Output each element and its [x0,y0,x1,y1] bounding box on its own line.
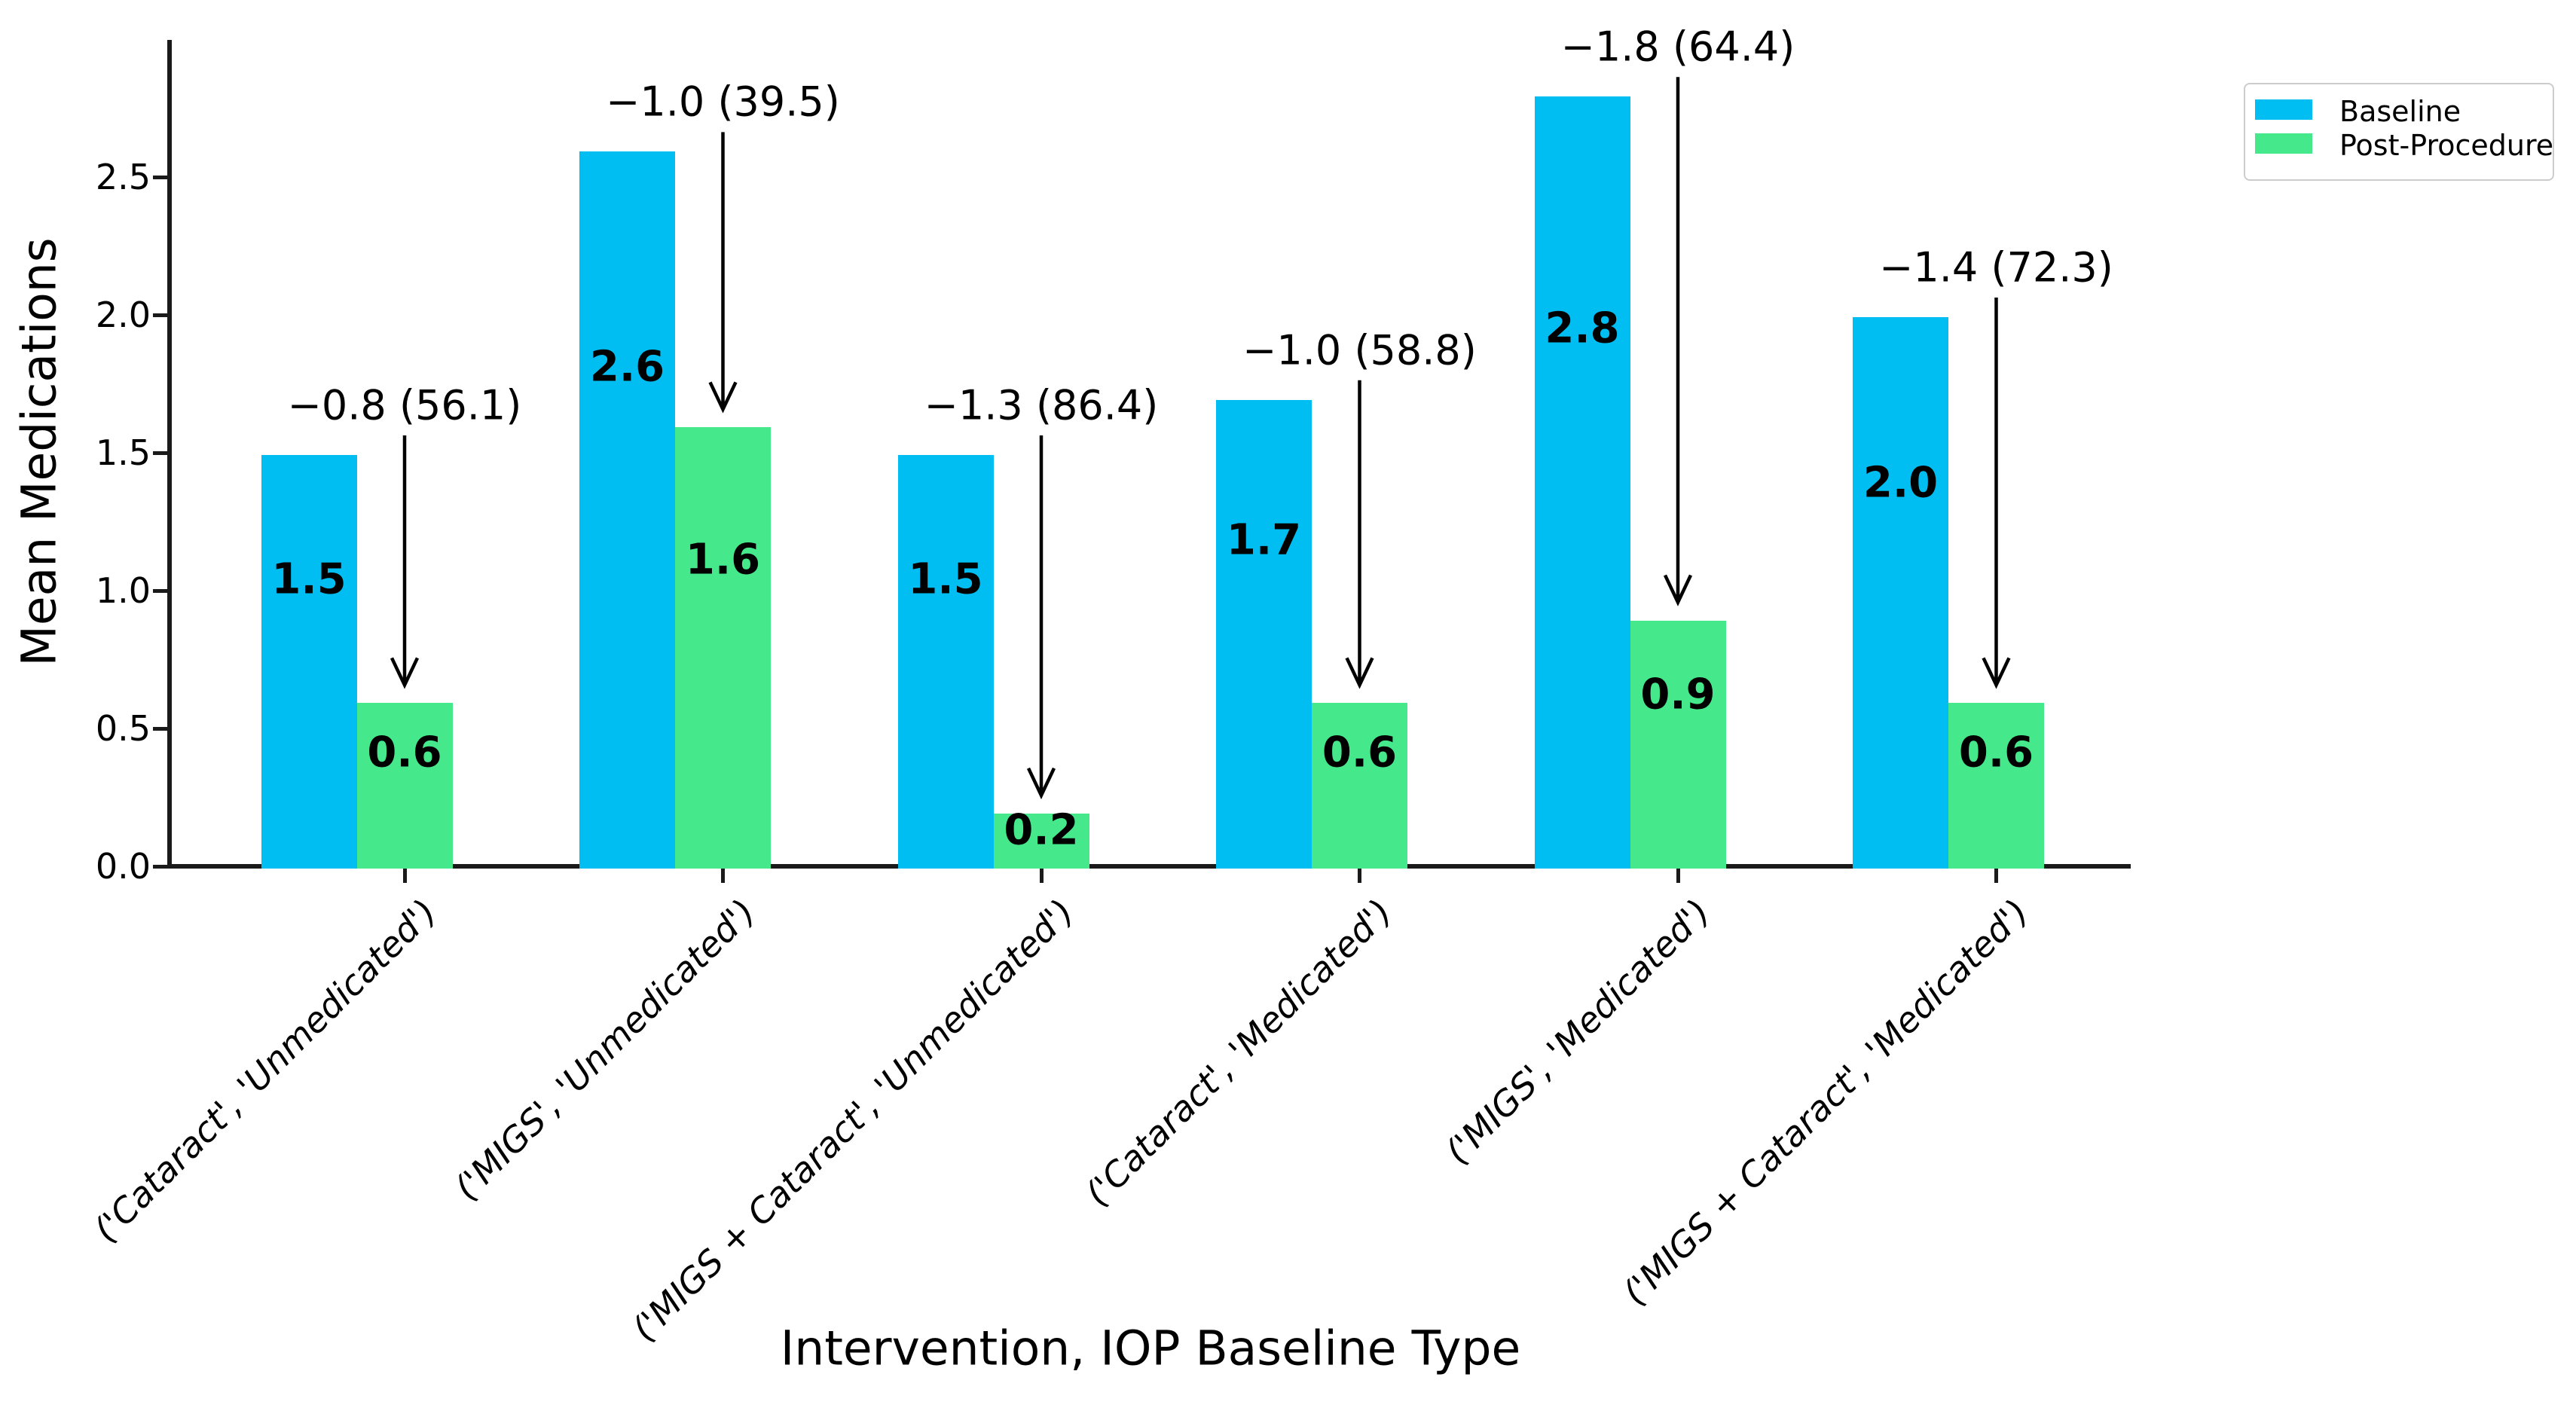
baseline-bar-value-label: 2.0 [1862,458,1939,508]
post-procedure-bar [993,813,1089,869]
x-tick-label-text: ('MIGS', 'Medicated') [1437,891,1719,1172]
x-tick-label: ('MIGS + Cataract', 'Medicated') [1452,891,2037,1313]
y-tick [153,175,167,179]
baseline-bar-value-label: 1.5 [908,554,983,604]
y-tick-label: 0.0 [95,846,151,887]
annotation-arrow [708,132,738,414]
y-tick [153,588,167,593]
baseline-bar-value-label: 1.7 [1226,515,1302,565]
annotation-label: −1.3 (86.4) [924,381,1159,429]
y-tick [153,726,167,731]
legend-label-baseline: Baseline [2339,95,2461,128]
x-tick-label-text: ('Cataract', 'Medicated') [1077,891,1400,1214]
annotation-label: −1.4 (72.3) [1879,243,2113,292]
baseline-bar [1216,399,1312,869]
baseline-bar [1534,96,1630,869]
post-procedure-bar-value-label: 0.6 [1958,728,2034,777]
y-tick-label: 2.0 [95,295,151,335]
baseline-bar [261,455,357,869]
x-tick-label: ('Cataract', 'Medicated') [955,891,1399,1214]
x-tick [1039,869,1044,883]
legend: Baseline Post-Procedure [2244,83,2554,181]
post-procedure-bar [675,427,771,869]
x-tick [1994,869,1998,883]
y-axis-title: Mean Medications [11,237,67,667]
post-procedure-bar [1312,703,1407,869]
annotation-arrow [1026,435,1056,800]
y-tick [153,450,167,455]
annotation-arrow [390,435,420,689]
post-procedure-bar-value-label: 0.9 [1640,670,1716,719]
y-tick-label: 2.5 [95,157,151,197]
baseline-bar [579,151,675,869]
annotation-arrow [1345,380,1374,689]
post-procedure-bar-value-label: 0.6 [1322,728,1398,777]
x-tick-label-text: ('Cataract', 'Unmedicated') [85,891,445,1250]
post-procedure-bar [1948,703,2044,869]
annotation-label: −0.8 (56.1) [287,381,522,429]
y-tick-label: 1.5 [95,432,151,473]
y-tick-label: 0.5 [95,708,151,749]
baseline-bar [1853,317,1948,869]
annotation-label: −1.8 (64.4) [1560,23,1795,71]
annotation-arrow [1663,77,1693,606]
post-procedure-bar-value-label: 0.2 [1004,805,1079,855]
baseline-bar [897,455,994,869]
annotation-arrow [1982,298,2011,689]
x-tick-label-text: ('MIGS', 'Unmedicated') [446,891,763,1208]
y-tick [153,864,167,869]
post-procedure-bar-value-label: 0.6 [367,728,442,777]
x-tick [1676,869,1680,883]
x-tick [1358,869,1361,883]
x-axis-title: Intervention, IOP Baseline Type [780,1321,1521,1376]
baseline-bar-value-label: 2.8 [1545,304,1620,353]
legend-swatch-baseline [2255,99,2312,120]
post-procedure-bar [1630,620,1726,869]
post-procedure-bar-value-label: 1.6 [685,535,761,585]
baseline-bar-value-label: 2.6 [589,342,665,392]
baseline-bar-value-label: 1.5 [271,554,347,604]
y-axis-spine [167,40,172,869]
y-tick [153,313,167,317]
legend-label-post-procedure: Post-Procedure [2339,129,2554,162]
x-tick [721,869,725,883]
post-procedure-bar [356,703,453,869]
annotation-label: −1.0 (39.5) [606,78,840,126]
legend-swatch-post-procedure [2255,133,2312,154]
x-axis-spine [167,864,2131,869]
annotation-label: −1.0 (58.8) [1242,326,1477,374]
x-tick [402,869,407,883]
y-tick-label: 1.0 [95,570,151,611]
